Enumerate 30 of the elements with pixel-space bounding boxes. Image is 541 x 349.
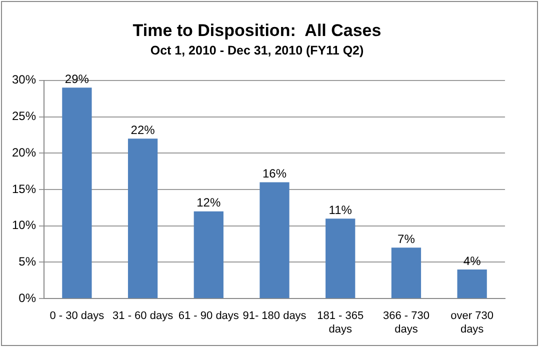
x-tick-label: 181 - 365 days [317,310,364,336]
y-tick-label: 30% [12,72,36,87]
data-label: 12% [196,196,221,210]
y-tick-label: 5% [18,254,36,269]
y-tick-label: 10% [12,218,36,232]
x-tick-label: 91- 180 days [242,310,307,322]
bar [457,270,487,298]
y-tick-label: 15% [12,182,36,196]
bar [62,88,92,298]
data-label: 16% [262,166,287,181]
bar [260,182,290,298]
chart-subtitle: Oct 1, 2010 - Dec 31, 2010 (FY11 Q2) [150,43,364,58]
data-label: 22% [130,122,156,137]
x-tick-label: 31 - 60 days [112,310,174,322]
x-tick-label: over 730 days [450,310,494,336]
x-tick-label: 0 - 30 days [50,310,105,322]
data-label: 7% [398,232,416,246]
y-tick-label: 0% [18,290,36,305]
data-label: 4% [463,254,482,268]
y-tick-label: 25% [12,109,36,124]
bar [391,248,422,298]
y-tick-label: 20% [12,145,36,160]
chart-title: Time to Disposition: All Cases [132,20,382,40]
bar [194,211,224,298]
data-label: 11% [328,202,352,217]
bar [326,218,356,298]
x-tick-label: 366 - 730 days [382,310,430,336]
bar [128,138,158,298]
x-tick-label: 61 - 90 days [178,310,240,322]
data-label: 29% [64,72,90,86]
